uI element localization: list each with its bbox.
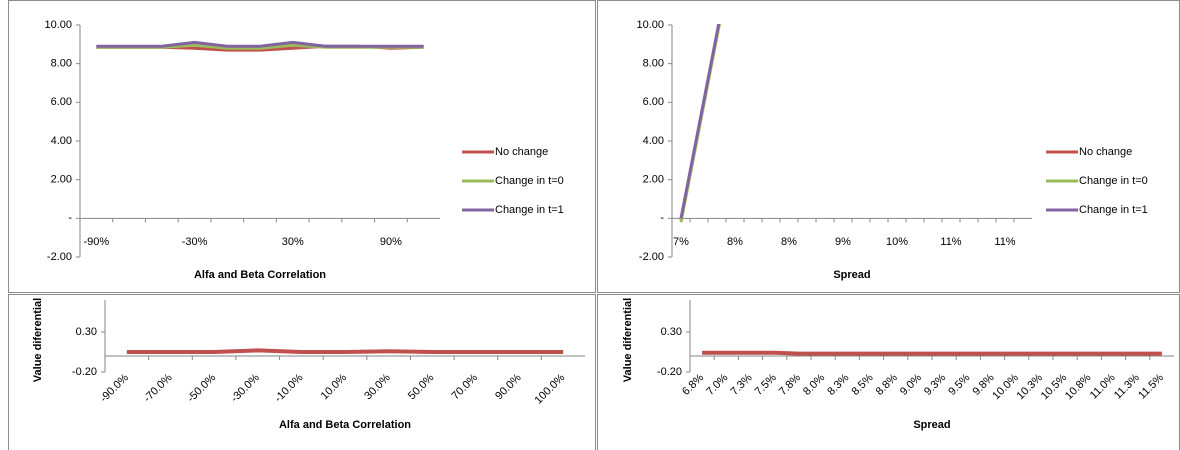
x-tick-label: 8.8% [874, 372, 900, 398]
x-tick-label: -90.0% [98, 372, 131, 405]
y-axis-title: Value diferential [622, 298, 634, 382]
legend-label: Change in t=1 [1079, 204, 1148, 216]
y-tick-label: -2.00 [639, 251, 664, 263]
panel [597, 294, 1180, 450]
x-tick-label: 11.0% [1088, 372, 1118, 402]
x-tick-label: 30% [282, 236, 304, 248]
y-tick-label: 8.00 [643, 58, 664, 70]
data-line [96, 40, 424, 48]
x-tick-label: 9% [835, 236, 851, 248]
x-tick-label: 8% [781, 236, 797, 248]
y-tick-label: - [660, 212, 664, 224]
x-tick-label: 8.3% [825, 372, 851, 398]
x-tick-label: 7% [673, 236, 689, 248]
legend-label: Change in t=0 [1079, 175, 1148, 187]
y-tick-label: 2.00 [643, 174, 664, 186]
y-tick-label: - [68, 212, 72, 224]
legend-label: Change in t=0 [495, 175, 564, 187]
x-tick-label: -10.0% [272, 372, 305, 405]
x-axis-title: Spread [913, 419, 950, 431]
x-tick-label: -30% [182, 236, 208, 248]
x-tick-label: 7.5% [753, 372, 779, 398]
x-tick-label: 9.0% [898, 372, 924, 398]
y-tick-label: 2.00 [51, 174, 72, 186]
x-tick-label: -90% [84, 236, 110, 248]
y-tick-label: 10.00 [44, 19, 72, 31]
x-tick-label: 10% [886, 236, 908, 248]
x-tick-label: -30.0% [229, 372, 262, 405]
x-tick-label: 10.0% [319, 372, 350, 403]
legend-label: Change in t=1 [495, 204, 564, 216]
x-tick-label: 10.5% [1039, 372, 1070, 403]
data-line [679, 24, 721, 219]
data-line [126, 348, 564, 354]
y-tick-label: 4.00 [643, 135, 664, 147]
panel [8, 0, 596, 293]
x-tick-label: 90% [380, 236, 402, 248]
y-tick-label: -0.20 [72, 366, 97, 378]
x-tick-label: 10.3% [1015, 372, 1046, 403]
x-axis-title: Alfa and Beta Correlation [279, 419, 411, 431]
x-tick-label: 11% [994, 236, 1015, 248]
x-tick-label: -50.0% [185, 372, 218, 405]
x-tick-label: 70.0% [450, 372, 481, 403]
x-tick-label: 11.3% [1112, 372, 1142, 402]
y-tick-label: -2.00 [47, 251, 72, 263]
y-tick-label: 6.00 [51, 96, 72, 108]
y-tick-label: 0.30 [76, 326, 97, 338]
x-tick-label: 11.5% [1136, 372, 1166, 402]
x-tick-label: 7.0% [704, 372, 730, 398]
x-tick-label: 100.0% [532, 372, 567, 407]
panel [8, 294, 596, 450]
y-tick-label: -0.20 [657, 366, 682, 378]
x-axis-title: Alfa and Beta Correlation [194, 269, 326, 281]
x-tick-label: 8% [727, 236, 743, 248]
y-tick-label: 6.00 [643, 96, 664, 108]
y-tick-label: 10.00 [636, 19, 664, 31]
data-line [702, 350, 1162, 356]
legend-label: No change [1079, 146, 1132, 158]
x-axis-title: Spread [833, 269, 870, 281]
data-line [679, 24, 721, 223]
x-tick-label: 8.5% [849, 372, 875, 398]
x-tick-label: 50.0% [406, 372, 437, 403]
legend-label: No change [495, 146, 548, 158]
x-tick-label: 6.8% [680, 372, 706, 398]
x-tick-label: 10.8% [1063, 372, 1094, 403]
y-tick-label: 0.30 [661, 326, 682, 338]
x-tick-label: 9.5% [946, 372, 972, 398]
y-tick-label: 8.00 [51, 58, 72, 70]
x-tick-label: 10.0% [990, 372, 1021, 403]
x-tick-label: -70.0% [141, 372, 174, 405]
x-tick-label: 11% [940, 236, 961, 248]
x-tick-label: 30.0% [362, 372, 393, 403]
x-tick-label: 9.3% [922, 372, 948, 398]
x-tick-label: 90.0% [493, 372, 524, 403]
x-tick-label: 8.0% [801, 372, 827, 398]
x-tick-label: 7.8% [777, 372, 803, 398]
y-axis-title: Value diferential [32, 298, 44, 382]
x-tick-label: 7.3% [728, 372, 754, 398]
y-tick-label: 4.00 [51, 135, 72, 147]
